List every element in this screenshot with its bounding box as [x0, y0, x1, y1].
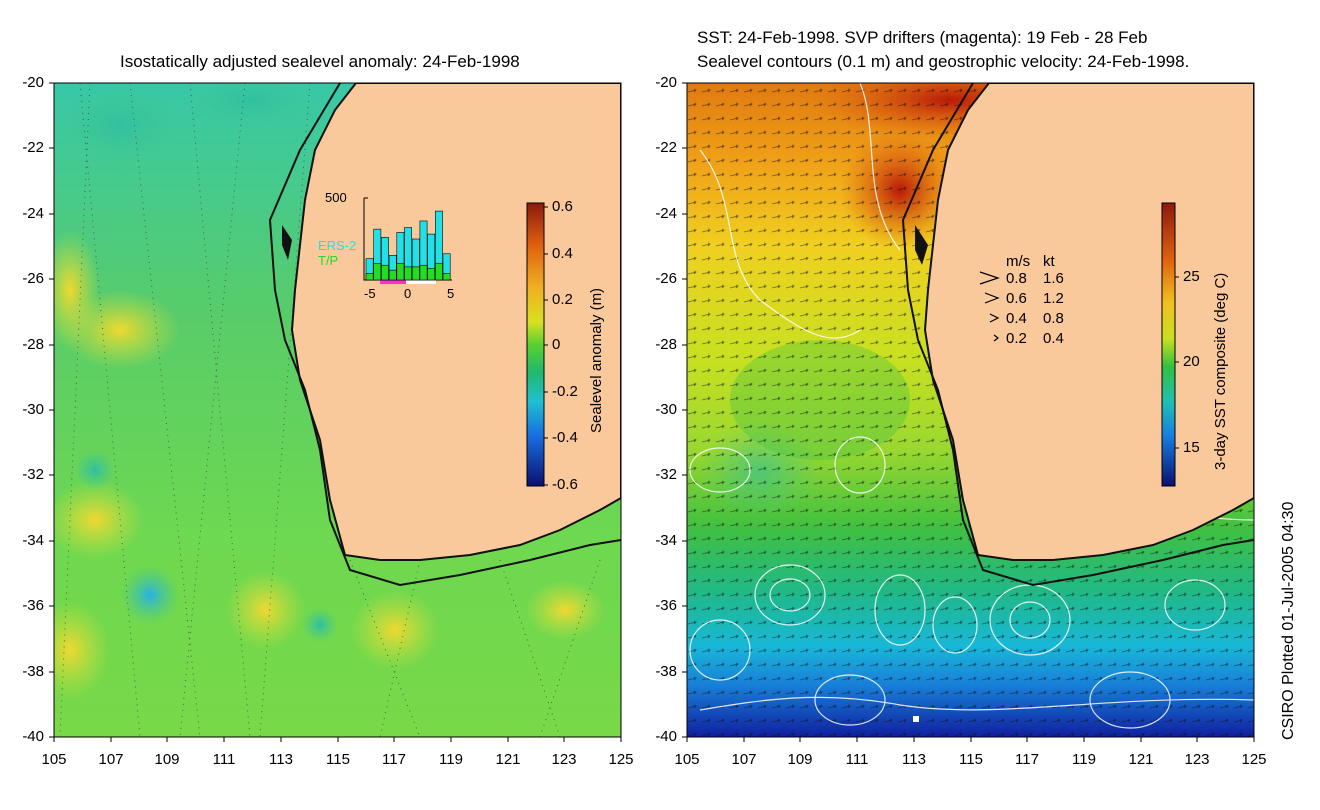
x-tick: 115	[959, 751, 983, 768]
y-tick: -24	[22, 205, 44, 222]
colorbar-tick: 15	[1183, 439, 1200, 456]
tp-bar	[396, 263, 405, 281]
x-tick: 117	[382, 751, 406, 768]
velocity-key-ms: 0.4	[1006, 310, 1027, 327]
colorbar-tick: 0	[552, 336, 561, 353]
y-tick: -22	[22, 139, 44, 156]
x-tick: 105	[674, 751, 700, 768]
velocity-key-kt: 0.8	[1043, 310, 1064, 327]
tp-bar	[419, 264, 428, 281]
right-map-title-line1: SST: 24-Feb-1998. SVP drifters (magenta)…	[697, 28, 1148, 47]
tp-bar	[427, 268, 436, 281]
y-tick: -32	[22, 466, 44, 483]
tp-bar	[442, 273, 451, 281]
left-map-title: Isostatically adjusted sealevel anomaly:…	[120, 52, 520, 71]
colorbar-tick: 0.2	[552, 291, 573, 308]
y-tick: -26	[22, 270, 44, 287]
tp-bar	[411, 266, 420, 281]
velocity-key-ms: 0.8	[1006, 270, 1027, 287]
tp-bar	[381, 264, 389, 281]
tp-bar	[404, 266, 412, 281]
inset-x-tick: 0	[404, 286, 412, 301]
x-tick: 111	[212, 751, 236, 768]
inset-legend-tp: T/P	[318, 253, 339, 268]
inset-x-tick: 5	[447, 286, 455, 301]
tp-bar	[365, 273, 374, 281]
colorbar-tick: -0.4	[552, 429, 578, 446]
x-tick: 125	[1241, 751, 1267, 768]
velocity-key-header-ms: m/s	[1006, 253, 1031, 270]
right-map-area	[687, 83, 1254, 737]
y-tick: -30	[22, 401, 44, 418]
x-tick: 107	[731, 751, 757, 768]
inset-legend-ers2: ERS-2	[318, 238, 357, 253]
x-tick: 121	[1128, 751, 1154, 768]
x-tick: 119	[1072, 751, 1096, 768]
y-tick: -30	[655, 401, 677, 418]
x-tick: 123	[1184, 751, 1210, 768]
colorbar-tick: 20	[1183, 353, 1200, 370]
y-tick: -38	[22, 663, 44, 680]
tp-bar	[388, 269, 397, 281]
y-tick: -38	[655, 663, 677, 680]
x-tick: 111	[845, 751, 869, 768]
x-tick: 109	[154, 751, 180, 768]
velocity-key-kt: 1.2	[1043, 290, 1064, 307]
tp-bar	[434, 263, 443, 281]
right-map-title-line2: Sealevel contours (0.1 m) and geostrophi…	[697, 52, 1190, 71]
velocity-key-ms: 0.6	[1006, 290, 1027, 307]
colorbar-tick: -0.2	[552, 383, 578, 400]
x-tick: 119	[439, 751, 463, 768]
sealevel-colorbar-label: Sealevel anomaly (m)	[588, 287, 605, 433]
velocity-key-kt: 1.6	[1043, 270, 1064, 287]
sst-colorbar	[1161, 202, 1176, 487]
sealevel-colorbar	[526, 202, 545, 487]
x-tick: 113	[269, 751, 293, 768]
y-tick: -26	[655, 270, 677, 287]
y-tick: -28	[22, 336, 44, 353]
y-tick: -34	[22, 532, 44, 549]
y-tick: -20	[655, 74, 677, 91]
inset-histogram	[363, 197, 452, 284]
colorbar-tick: -0.6	[552, 476, 578, 493]
inset-x-tick: -5	[364, 286, 376, 301]
x-tick: 125	[608, 751, 634, 768]
y-tick: -40	[655, 728, 677, 745]
y-tick: -36	[22, 597, 44, 614]
colorbar-tick: 0.4	[552, 245, 573, 262]
y-tick: -36	[655, 597, 677, 614]
x-tick: 115	[326, 751, 350, 768]
x-tick: 105	[41, 751, 67, 768]
y-tick: -20	[22, 74, 44, 91]
colorbar-tick: 25	[1183, 268, 1200, 285]
tp-bar	[373, 263, 382, 281]
y-tick: -40	[22, 728, 44, 745]
y-tick: -22	[655, 139, 677, 156]
velocity-key-header-kt: kt	[1043, 253, 1055, 270]
y-tick: -28	[655, 336, 677, 353]
australia-land-right	[923, 83, 1254, 561]
x-tick: 123	[551, 751, 577, 768]
y-tick: -24	[655, 205, 677, 222]
x-tick: 117	[1015, 751, 1039, 768]
x-tick: 121	[495, 751, 521, 768]
colorbar-tick: 0.6	[552, 198, 573, 215]
x-tick: 109	[787, 751, 813, 768]
x-tick: 107	[98, 751, 124, 768]
sst-colorbar-label: 3-day SST composite (deg C)	[1212, 272, 1229, 470]
velocity-key-arrows	[979, 271, 1000, 342]
y-tick: -32	[655, 466, 677, 483]
x-tick: 113	[902, 751, 926, 768]
velocity-key-kt: 0.4	[1043, 330, 1064, 347]
y-tick: -34	[655, 532, 677, 549]
velocity-key-ms: 0.2	[1006, 330, 1027, 347]
plot-credit: CSIRO Plotted 01-Jul-2005 04:30	[1280, 501, 1297, 740]
inset-y-max: 500	[325, 190, 347, 205]
